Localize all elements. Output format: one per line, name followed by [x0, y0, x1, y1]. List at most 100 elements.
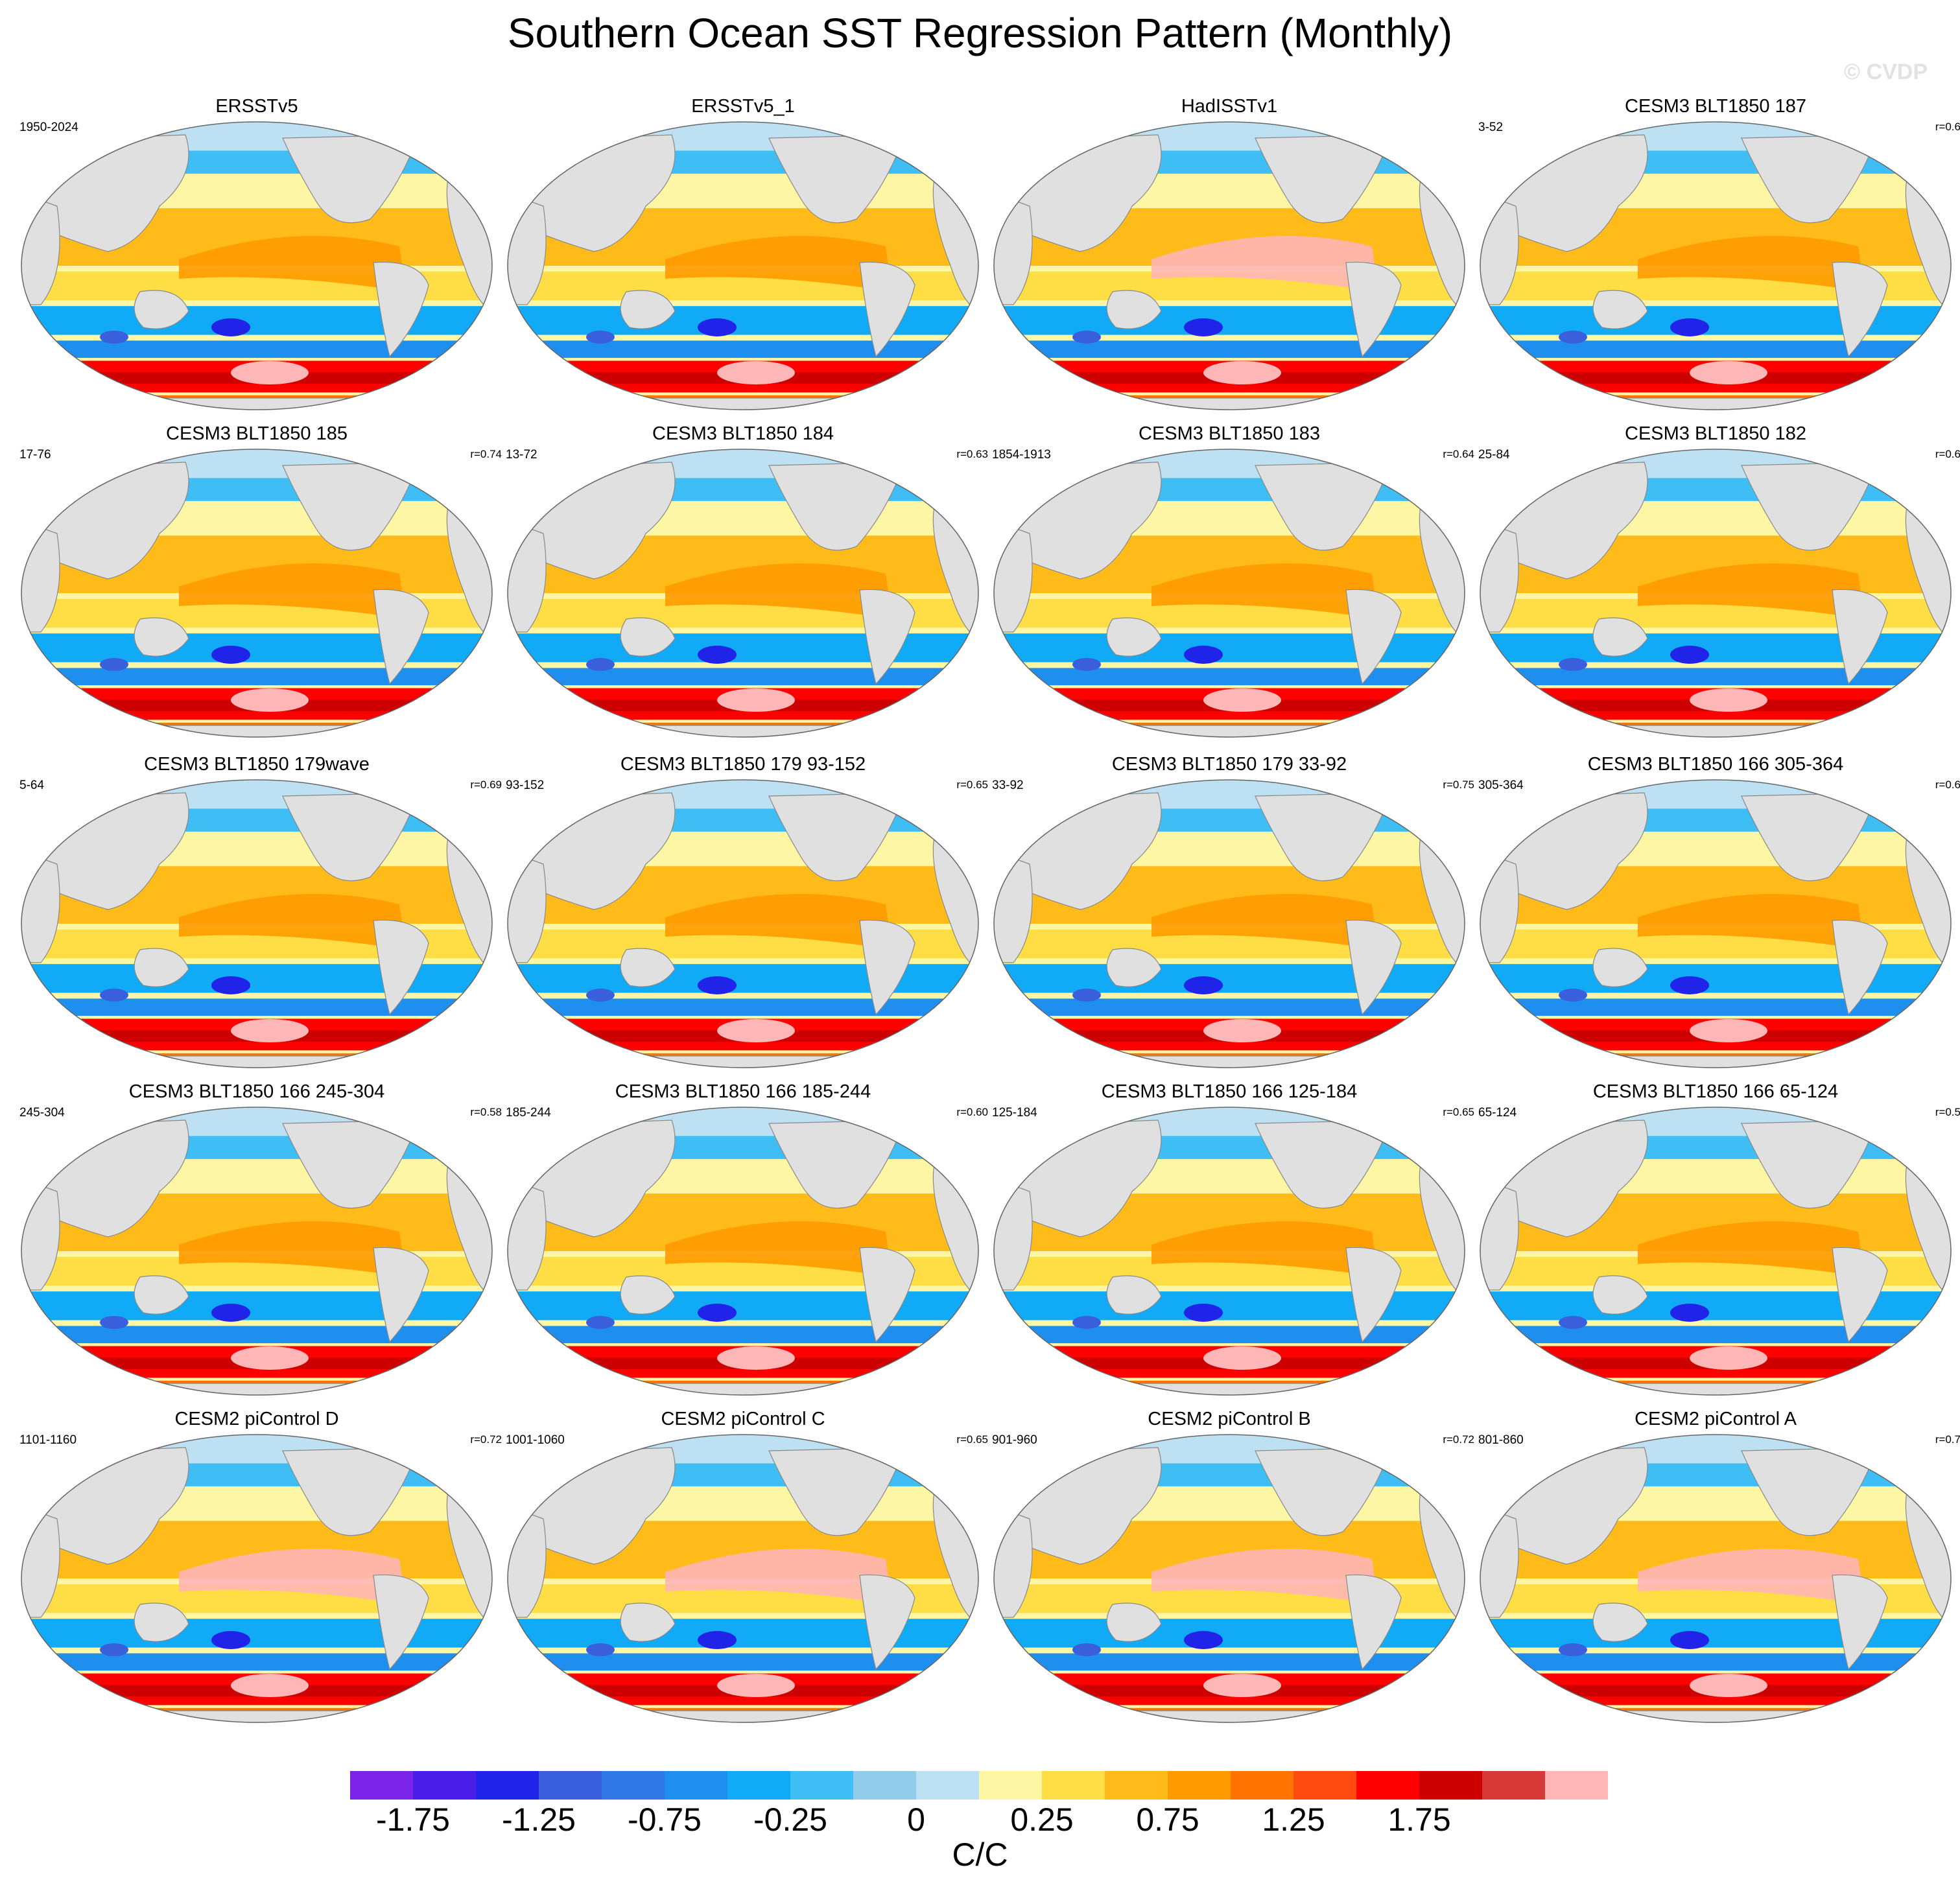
regression-map	[1480, 1107, 1952, 1396]
regression-map	[1480, 449, 1952, 738]
colorbar-swatch	[1105, 1771, 1168, 1800]
colorbar-swatch	[790, 1771, 854, 1800]
map-panel: ERSSTv5 1950-2024	[12, 96, 502, 423]
panel-correlation-label: r=0.6	[1935, 121, 1960, 133]
panel-period-label: 801-860	[1478, 1433, 1524, 1447]
colorbar-swatch	[979, 1771, 1043, 1800]
panel-period-label: 185-244	[506, 1106, 551, 1120]
regression-map	[507, 121, 979, 410]
map-panel: CESM3 BLT1850 179wave 5-64 r=0.69	[12, 754, 502, 1081]
regression-map	[507, 1434, 979, 1723]
colorbar-swatch	[1482, 1771, 1546, 1800]
map-panel: CESM3 BLT1850 166 65-124 65-124 r=0.5	[1470, 1081, 1960, 1409]
panel-correlation-label: r=0.75	[1443, 779, 1474, 791]
regression-map	[21, 449, 493, 738]
panel-period-label: 33-92	[992, 779, 1024, 792]
colorbar-swatch	[413, 1771, 477, 1800]
colorbar-swatch	[1168, 1771, 1231, 1800]
panel-correlation-label: r=0.65	[1443, 1106, 1474, 1118]
map-panel: CESM3 BLT1850 183 1854-1913 r=0.64	[984, 423, 1474, 751]
panel-period-label: 1854-1913	[992, 448, 1051, 462]
panel-title: ERSSTv5	[215, 96, 298, 117]
colorbar-swatch	[727, 1771, 791, 1800]
map-panel: CESM3 BLT1850 166 305-364 305-364 r=0.6	[1470, 754, 1960, 1081]
regression-map	[1480, 121, 1952, 410]
map-panel: CESM3 BLT1850 179 33-92 33-92 r=0.75	[984, 754, 1474, 1081]
regression-map	[993, 1434, 1465, 1723]
panel-correlation-label: r=0.58	[470, 1106, 502, 1118]
colorbar-swatch	[476, 1771, 539, 1800]
map-panel: CESM3 BLT1850 182 25-84 r=0.6	[1470, 423, 1960, 751]
colorbar-swatch	[350, 1771, 414, 1800]
colorbar-swatch	[1231, 1771, 1294, 1800]
panel-title: CESM2 piControl D	[174, 1409, 339, 1429]
colorbar-swatch	[853, 1771, 917, 1800]
colorbar-tick-label: -0.75	[628, 1801, 702, 1838]
regression-map	[21, 1434, 493, 1723]
panel-correlation-label: r=0.63	[956, 448, 988, 460]
panel-correlation-label: r=0.5	[1935, 1106, 1960, 1118]
panel-correlation-label: r=0.6	[1935, 448, 1960, 460]
panel-period-label: 1950-2024	[19, 121, 78, 134]
colorbar-swatch	[1042, 1771, 1105, 1800]
panel-title: CESM3 BLT1850 182	[1625, 423, 1806, 444]
colorbar-swatch	[602, 1771, 665, 1800]
panel-period-label: 5-64	[19, 779, 45, 792]
panel-title: HadISSTv1	[1181, 96, 1278, 117]
panel-title: CESM2 piControl A	[1635, 1409, 1797, 1429]
panel-title: CESM3 BLT1850 166 125-184	[1101, 1081, 1358, 1102]
colorbar-tick-label: -0.25	[753, 1801, 827, 1838]
colorbar-swatch	[665, 1771, 728, 1800]
regression-map	[21, 121, 493, 410]
map-panel: CESM2 piControl D 1101-1160 r=0.72	[12, 1409, 502, 1736]
panel-period-label: 13-72	[506, 448, 537, 462]
colorbar	[350, 1771, 1608, 1800]
figure-title: Southern Ocean SST Regression Pattern (M…	[507, 10, 1453, 56]
panel-period-label: 305-364	[1478, 779, 1524, 792]
panel-title: CESM2 piControl C	[661, 1409, 825, 1429]
map-panel: CESM3 BLT1850 166 185-244 185-244 r=0.60	[498, 1081, 988, 1409]
colorbar-swatch	[1293, 1771, 1357, 1800]
panel-correlation-label: r=0.7	[1935, 1433, 1960, 1446]
colorbar-tick-label: 0.25	[1010, 1801, 1074, 1838]
colorbar-tick-label: 1.25	[1262, 1801, 1325, 1838]
colorbar-swatch	[1419, 1771, 1483, 1800]
regression-map	[21, 1107, 493, 1396]
regression-map	[1480, 779, 1952, 1068]
regression-map	[993, 121, 1465, 410]
panel-title: CESM3 BLT1850 166 185-244	[615, 1081, 871, 1102]
panel-period-label: 65-124	[1478, 1106, 1517, 1120]
panel-title: CESM3 BLT1850 187	[1625, 96, 1806, 117]
panel-period-label: 245-304	[19, 1106, 65, 1120]
regression-map	[507, 1107, 979, 1396]
regression-map	[993, 779, 1465, 1068]
colorbar-swatch	[1356, 1771, 1420, 1800]
panel-title: ERSSTv5_1	[691, 96, 795, 117]
colorbar-tick-label: 0	[907, 1801, 925, 1838]
colorbar-tick-label: 1.75	[1387, 1801, 1451, 1838]
map-panel: CESM3 BLT1850 184 13-72 r=0.63	[498, 423, 988, 751]
regression-map	[1480, 1434, 1952, 1723]
map-panel: ERSSTv5_1	[498, 96, 988, 423]
map-panel: CESM2 piControl C 1001-1060 r=0.65	[498, 1409, 988, 1736]
panel-period-label: 1001-1060	[506, 1433, 565, 1447]
colorbar-units-label: C/C	[952, 1836, 1008, 1873]
map-panel: CESM3 BLT1850 187 3-52 r=0.6	[1470, 96, 1960, 423]
panel-correlation-label: r=0.60	[956, 1106, 988, 1118]
colorbar-tick-label: 0.75	[1136, 1801, 1199, 1838]
panel-correlation-label: r=0.65	[956, 779, 988, 791]
panel-title: CESM3 BLT1850 179 93-152	[620, 754, 866, 775]
panel-period-label: 125-184	[992, 1106, 1037, 1120]
colorbar-swatch	[916, 1771, 980, 1800]
panel-title: CESM3 BLT1850 179 33-92	[1111, 754, 1347, 775]
colorbar-swatch	[1545, 1771, 1608, 1800]
regression-map	[21, 779, 493, 1068]
cvdp-watermark: © CVDP	[1844, 60, 1928, 84]
panel-period-label: 1101-1160	[19, 1433, 77, 1447]
regression-map	[993, 449, 1465, 738]
panel-title: CESM3 BLT1850 166 245-304	[128, 1081, 385, 1102]
panel-title: CESM2 piControl B	[1148, 1409, 1311, 1429]
panel-correlation-label: r=0.64	[1443, 448, 1474, 460]
colorbar-tick-label: -1.75	[376, 1801, 450, 1838]
map-panel: CESM2 piControl A 801-860 r=0.7	[1470, 1409, 1960, 1736]
